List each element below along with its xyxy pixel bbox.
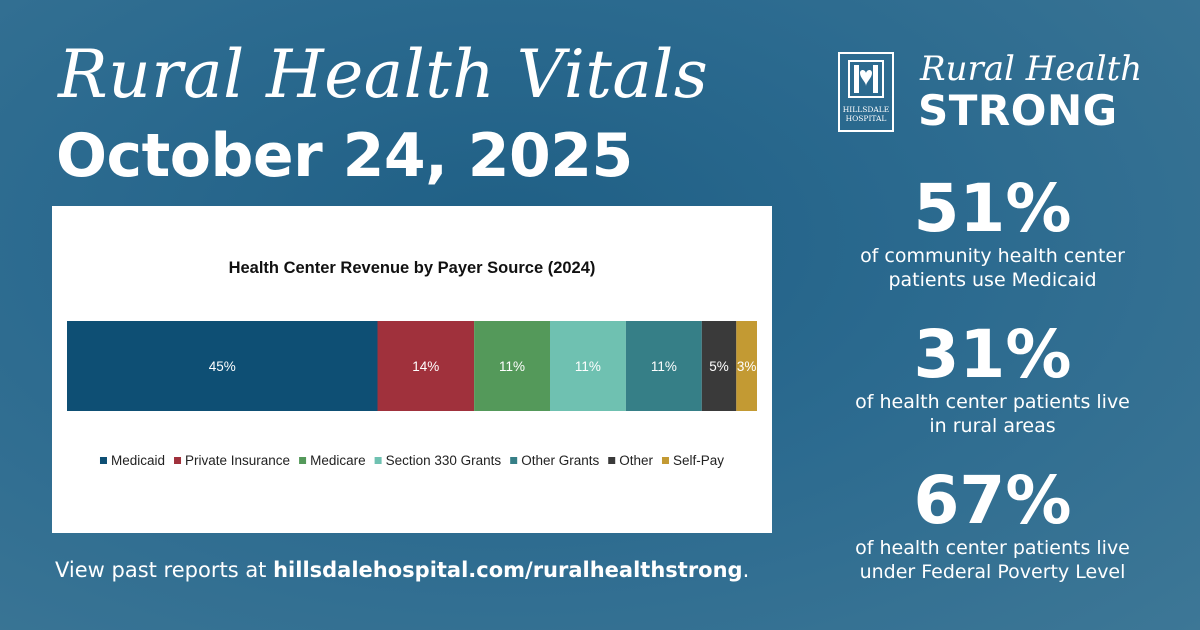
data-label-self-pay: 3%: [737, 359, 757, 374]
data-label-other-grants: 11%: [651, 359, 677, 374]
legend-label-medicaid: Medicaid: [111, 453, 165, 468]
legend-swatch-other: [608, 457, 616, 464]
legend-swatch-medicaid: [99, 457, 107, 464]
stat-value: 67%: [913, 462, 1072, 539]
legend-label-self-pay: Self-Pay: [673, 453, 724, 468]
stat-desc-line: under Federal Poverty Level: [859, 561, 1126, 583]
stat-value: 31%: [913, 316, 1072, 393]
stat-rural: 31% of health center patients live in ru…: [820, 322, 1165, 438]
logo-text-line2: HOSPITAL: [845, 114, 887, 123]
footer-link[interactable]: hillsdalehospital.com/ruralhealthstrong: [273, 558, 743, 582]
data-label-medicare: 11%: [499, 359, 525, 374]
stat-desc-line: patients use Medicaid: [888, 269, 1097, 291]
data-label-private-insurance: 14%: [412, 359, 439, 374]
report-date: October 24, 2025: [56, 121, 633, 191]
legend-label-other: Other: [619, 453, 653, 468]
stat-medicaid: 51% of community health center patients …: [820, 176, 1165, 292]
stat-value: 51%: [913, 170, 1072, 247]
stat-desc-line: of health center patients live: [855, 391, 1130, 413]
bar-segment-medicaid: [67, 321, 378, 411]
bar-segment-other: [701, 321, 737, 411]
data-label-medicaid: 45%: [209, 359, 236, 374]
legend-swatch-other-grants: [510, 457, 518, 464]
legend-swatch-section-330-grants: [374, 457, 382, 464]
bar-group: 45% 14% 11% 11% 11% 5% 3%: [67, 321, 757, 411]
legend-swatch-self-pay: [661, 457, 669, 464]
bar-segment-self-pay: [736, 321, 757, 411]
stat-desc-line: of community health center: [860, 245, 1125, 267]
legend-label-medicare: Medicare: [310, 453, 366, 468]
legend-swatch-private-insurance: [174, 457, 182, 464]
data-label-other: 5%: [709, 359, 729, 374]
bar-segment-private-insurance: [377, 321, 475, 411]
stat-description: of health center patients live under Fed…: [820, 536, 1165, 584]
footer-suffix: .: [742, 558, 750, 582]
legend-label-private-insurance: Private Insurance: [185, 453, 290, 468]
stat-poverty: 67% of health center patients live under…: [820, 468, 1165, 584]
bar-segment-section-330-grants: [550, 321, 626, 411]
legend-swatch-medicare: [299, 457, 307, 464]
page-title: Rural Health Vitals: [58, 36, 709, 113]
stat-description: of health center patients live in rural …: [820, 390, 1165, 438]
revenue-chart: Health Center Revenue by Payer Source (2…: [67, 259, 757, 468]
stat-desc-line: of health center patients live: [855, 537, 1130, 559]
bar-segment-medicare: [474, 321, 550, 411]
bar-segment-other-grants: [625, 321, 702, 411]
stat-description: of community health center patients use …: [820, 244, 1165, 292]
chart-title: Health Center Revenue by Payer Source (2…: [229, 259, 596, 277]
stat-desc-line: in rural areas: [929, 415, 1056, 437]
legend-label-other-grants: Other Grants: [521, 453, 599, 468]
data-label-section-330-grants: 11%: [575, 359, 601, 374]
footer-note: View past reports at hillsdalehospital.c…: [55, 558, 749, 582]
logo-text-line1: HILLSDALE: [842, 105, 890, 114]
brand-script: Rural Health: [920, 49, 1143, 89]
hospital-logo-icon: [848, 60, 884, 98]
footer-prefix: View past reports at: [55, 558, 274, 582]
hospital-logo: HILLSDALE HOSPITAL: [838, 52, 894, 132]
legend-label-section-330-grants: Section 330 Grants: [386, 453, 502, 468]
brand-strong: STRONG: [918, 86, 1118, 135]
chart-legend: Medicaid Private Insurance Medicare Section…: [99, 453, 724, 468]
chart-card: Health Center Revenue by Payer Source (2…: [52, 206, 772, 533]
